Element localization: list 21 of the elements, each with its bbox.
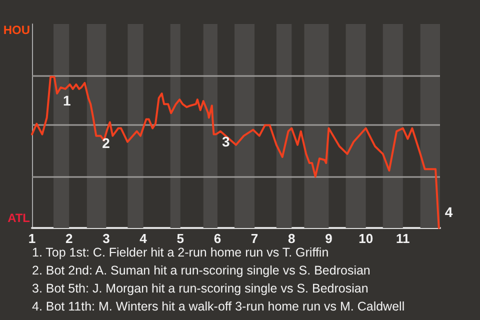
- annotation: 3: [222, 133, 230, 150]
- annotation: 2: [102, 134, 110, 151]
- x-tick-label: 4: [140, 231, 148, 246]
- x-tick-label: 8: [288, 231, 296, 246]
- text: 4. Bot 11th: M. Winters hit a walk-off 3-run home run vs M. Caldwell: [32, 300, 405, 314]
- x-tick-label: 6: [214, 231, 222, 246]
- text: 3. Bot 5th: J. Morgan hit a run-scoring single vs S. Bedrosian: [32, 282, 368, 296]
- text: 2. Bot 2nd: A. Suman hit a run-scoring single vs S. Bedrosian: [32, 264, 370, 278]
- x-tick-label: 10: [358, 231, 374, 246]
- x-tick-label: 1: [28, 231, 36, 246]
- text: 1. Top 1st: C. Fielder hit a 2-run home run vs T. Griffin: [32, 246, 329, 260]
- x-tick-label: 3: [102, 231, 110, 246]
- annotation: 4: [444, 204, 453, 220]
- text: ATL: [8, 211, 30, 225]
- annotation: 1: [63, 92, 72, 109]
- x-tick-label: 11: [396, 231, 410, 246]
- x-tick-label: 5: [176, 231, 184, 246]
- x-tick-label: 2: [65, 231, 73, 246]
- text: HOU: [3, 23, 30, 37]
- x-tick-label: 7: [250, 231, 258, 246]
- x-tick-label: 9: [325, 231, 332, 246]
